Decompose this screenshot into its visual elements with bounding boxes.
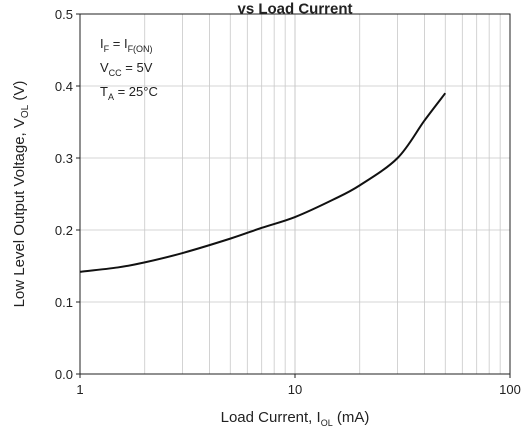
x-ticks: 1 10 100 — [76, 374, 521, 397]
plot-area — [79, 13, 511, 375]
series-line-0 — [79, 92, 447, 273]
y-tick-label-4: 0.4 — [55, 79, 73, 94]
annotation-2: TA = 25°C — [100, 84, 158, 102]
annotation-1: VCC = 5V — [100, 60, 153, 78]
y-axis-label: Low Level Output Voltage, VOL (V) — [11, 81, 31, 308]
y-tick-label-3: 0.3 — [55, 151, 73, 166]
x-tick-label-2: 100 — [499, 382, 521, 397]
y-tick-label-2: 0.2 — [55, 223, 73, 238]
y-ticks: 0.0 0.1 0.2 0.3 0.4 0.5 — [55, 7, 80, 382]
y-axis-label-tail: (V) — [11, 81, 28, 105]
x-axis-label: Load Current, IOL (mA) — [221, 409, 370, 428]
data-series — [79, 92, 447, 273]
y-tick-label-5: 0.5 — [55, 7, 73, 22]
x-tick-label-0: 1 — [76, 382, 83, 397]
y-tick-label-0: 0.0 — [55, 367, 73, 382]
x-axis-label-sub: OL — [321, 418, 333, 428]
grid — [80, 14, 510, 374]
x-axis-label-main: Load Current, I — [221, 409, 321, 426]
annotation-0: IF = IF(ON) — [100, 36, 153, 54]
chart-title: vs Load Current — [237, 0, 352, 17]
y-axis-label-sub: OL — [20, 104, 31, 118]
y-axis-label-main: Low Level Output Voltage, V — [11, 118, 28, 307]
x-axis-label-tail: (mA) — [333, 409, 370, 426]
conditions-annotation: IF = IF(ON) VCC = 5V TA = 25°C — [100, 36, 158, 102]
x-tick-label-1: 10 — [288, 382, 302, 397]
y-tick-label-1: 0.1 — [55, 295, 73, 310]
